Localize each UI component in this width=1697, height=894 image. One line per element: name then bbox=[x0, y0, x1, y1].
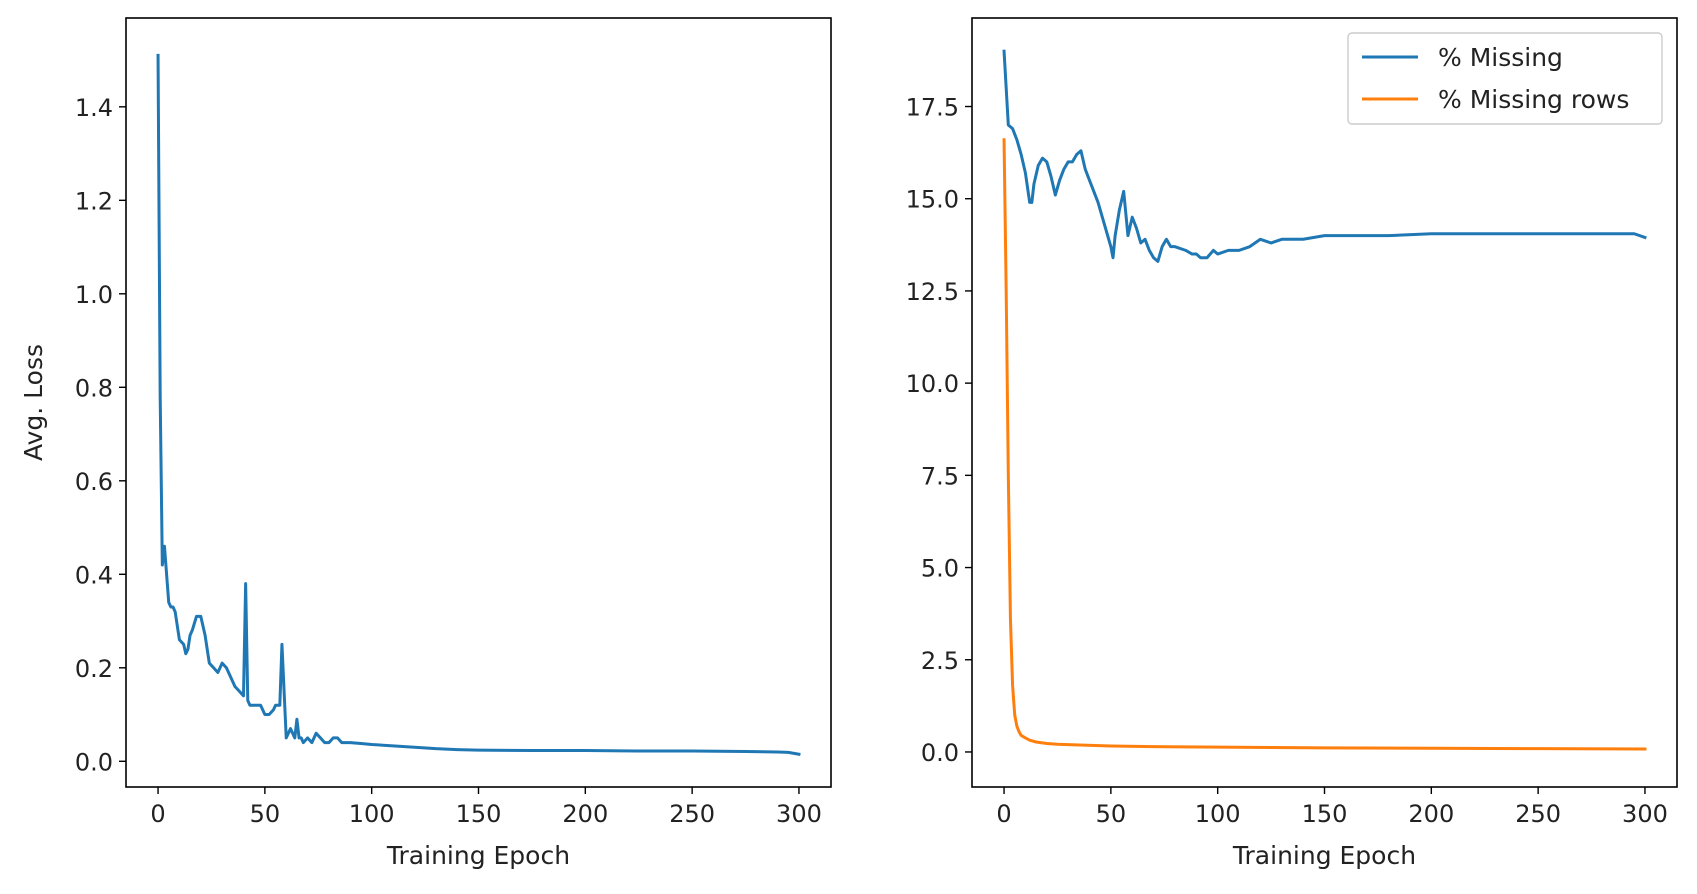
loss-x-tick-label: 200 bbox=[562, 800, 608, 828]
legend-label-missing-rows: % Missing rows bbox=[1438, 85, 1629, 114]
missing-y-tick-label: 12.5 bbox=[906, 278, 959, 306]
loss-chart-ticks: 0 50 100 150 200 250 300 0.0 0.2 0.4 0.6 0.8 1.0 1.2 1… bbox=[75, 94, 822, 828]
missing-chart-ticks: 0 50 100 150 200 250 300 0.0 2.5 5.0 7.5 10.0 12.5 15… bbox=[906, 94, 1668, 828]
missing-y-tick-label: 15.0 bbox=[906, 186, 959, 214]
loss-chart: 0 50 100 150 200 250 300 0.0 0.2 0.4 0.6 0.8 1.0 1.2 1… bbox=[19, 17, 832, 870]
loss-y-tick-label: 0.8 bbox=[75, 374, 113, 402]
loss-chart-plot-area bbox=[156, 53, 801, 757]
loss-y-tick-label: 1.4 bbox=[75, 94, 113, 122]
missing-chart-axes-frame bbox=[971, 17, 1678, 788]
legend-box bbox=[1347, 32, 1663, 125]
loss-y-tick-label: 1.0 bbox=[75, 281, 113, 309]
missing-y-tick-label: 7.5 bbox=[921, 462, 959, 490]
missing-x-tick-label: 50 bbox=[1096, 800, 1127, 828]
missing-x-tick-label: 200 bbox=[1408, 800, 1454, 828]
loss-y-tick-label: 0.4 bbox=[75, 561, 113, 589]
missing-chart: 0 50 100 150 200 250 300 0.0 2.5 5.0 7.5 10.0 12.5 15… bbox=[906, 17, 1678, 870]
loss-y-tick-label: 0.6 bbox=[75, 468, 113, 496]
loss-x-tick-label: 300 bbox=[776, 800, 822, 828]
loss-y-tick-label: 1.2 bbox=[75, 187, 113, 215]
missing-y-tick-label: 2.5 bbox=[921, 647, 959, 675]
missing-y-tick-label: 10.0 bbox=[906, 370, 959, 398]
missing-chart-legend: % Missing % Missing rows bbox=[1347, 32, 1663, 125]
legend-label-missing: % Missing bbox=[1438, 43, 1563, 72]
loss-x-tick-label: 0 bbox=[150, 800, 165, 828]
loss-y-tick-label: 0.2 bbox=[75, 655, 113, 683]
loss-x-tick-label: 150 bbox=[456, 800, 502, 828]
missing-y-tick-label: 17.5 bbox=[906, 94, 959, 122]
loss-x-tick-label: 250 bbox=[669, 800, 715, 828]
loss-series-line-0 bbox=[156, 53, 801, 757]
missing-x-tick-label: 0 bbox=[996, 800, 1011, 828]
loss-x-tick-label: 50 bbox=[250, 800, 281, 828]
missing-x-tick-label: 300 bbox=[1622, 800, 1668, 828]
missing-x-tick-label: 100 bbox=[1195, 800, 1241, 828]
missing-x-tick-label: 250 bbox=[1515, 800, 1561, 828]
missing-chart-plot-area bbox=[1002, 49, 1647, 751]
loss-chart-x-axis-label: Training Epoch bbox=[386, 841, 570, 870]
loss-x-tick-label: 100 bbox=[349, 800, 395, 828]
loss-y-tick-label: 0.0 bbox=[75, 748, 113, 776]
missing-y-tick-label: 5.0 bbox=[921, 555, 959, 583]
missing-chart-x-axis-label: Training Epoch bbox=[1232, 841, 1416, 870]
missing-x-tick-label: 150 bbox=[1302, 800, 1348, 828]
missing-y-tick-label: 0.0 bbox=[921, 739, 959, 767]
loss-chart-y-axis-label: Avg. Loss bbox=[19, 344, 48, 461]
missing-series-line-0 bbox=[1002, 49, 1647, 263]
missing-series-line-1 bbox=[1002, 138, 1647, 751]
loss-chart-axes-frame bbox=[125, 17, 832, 788]
